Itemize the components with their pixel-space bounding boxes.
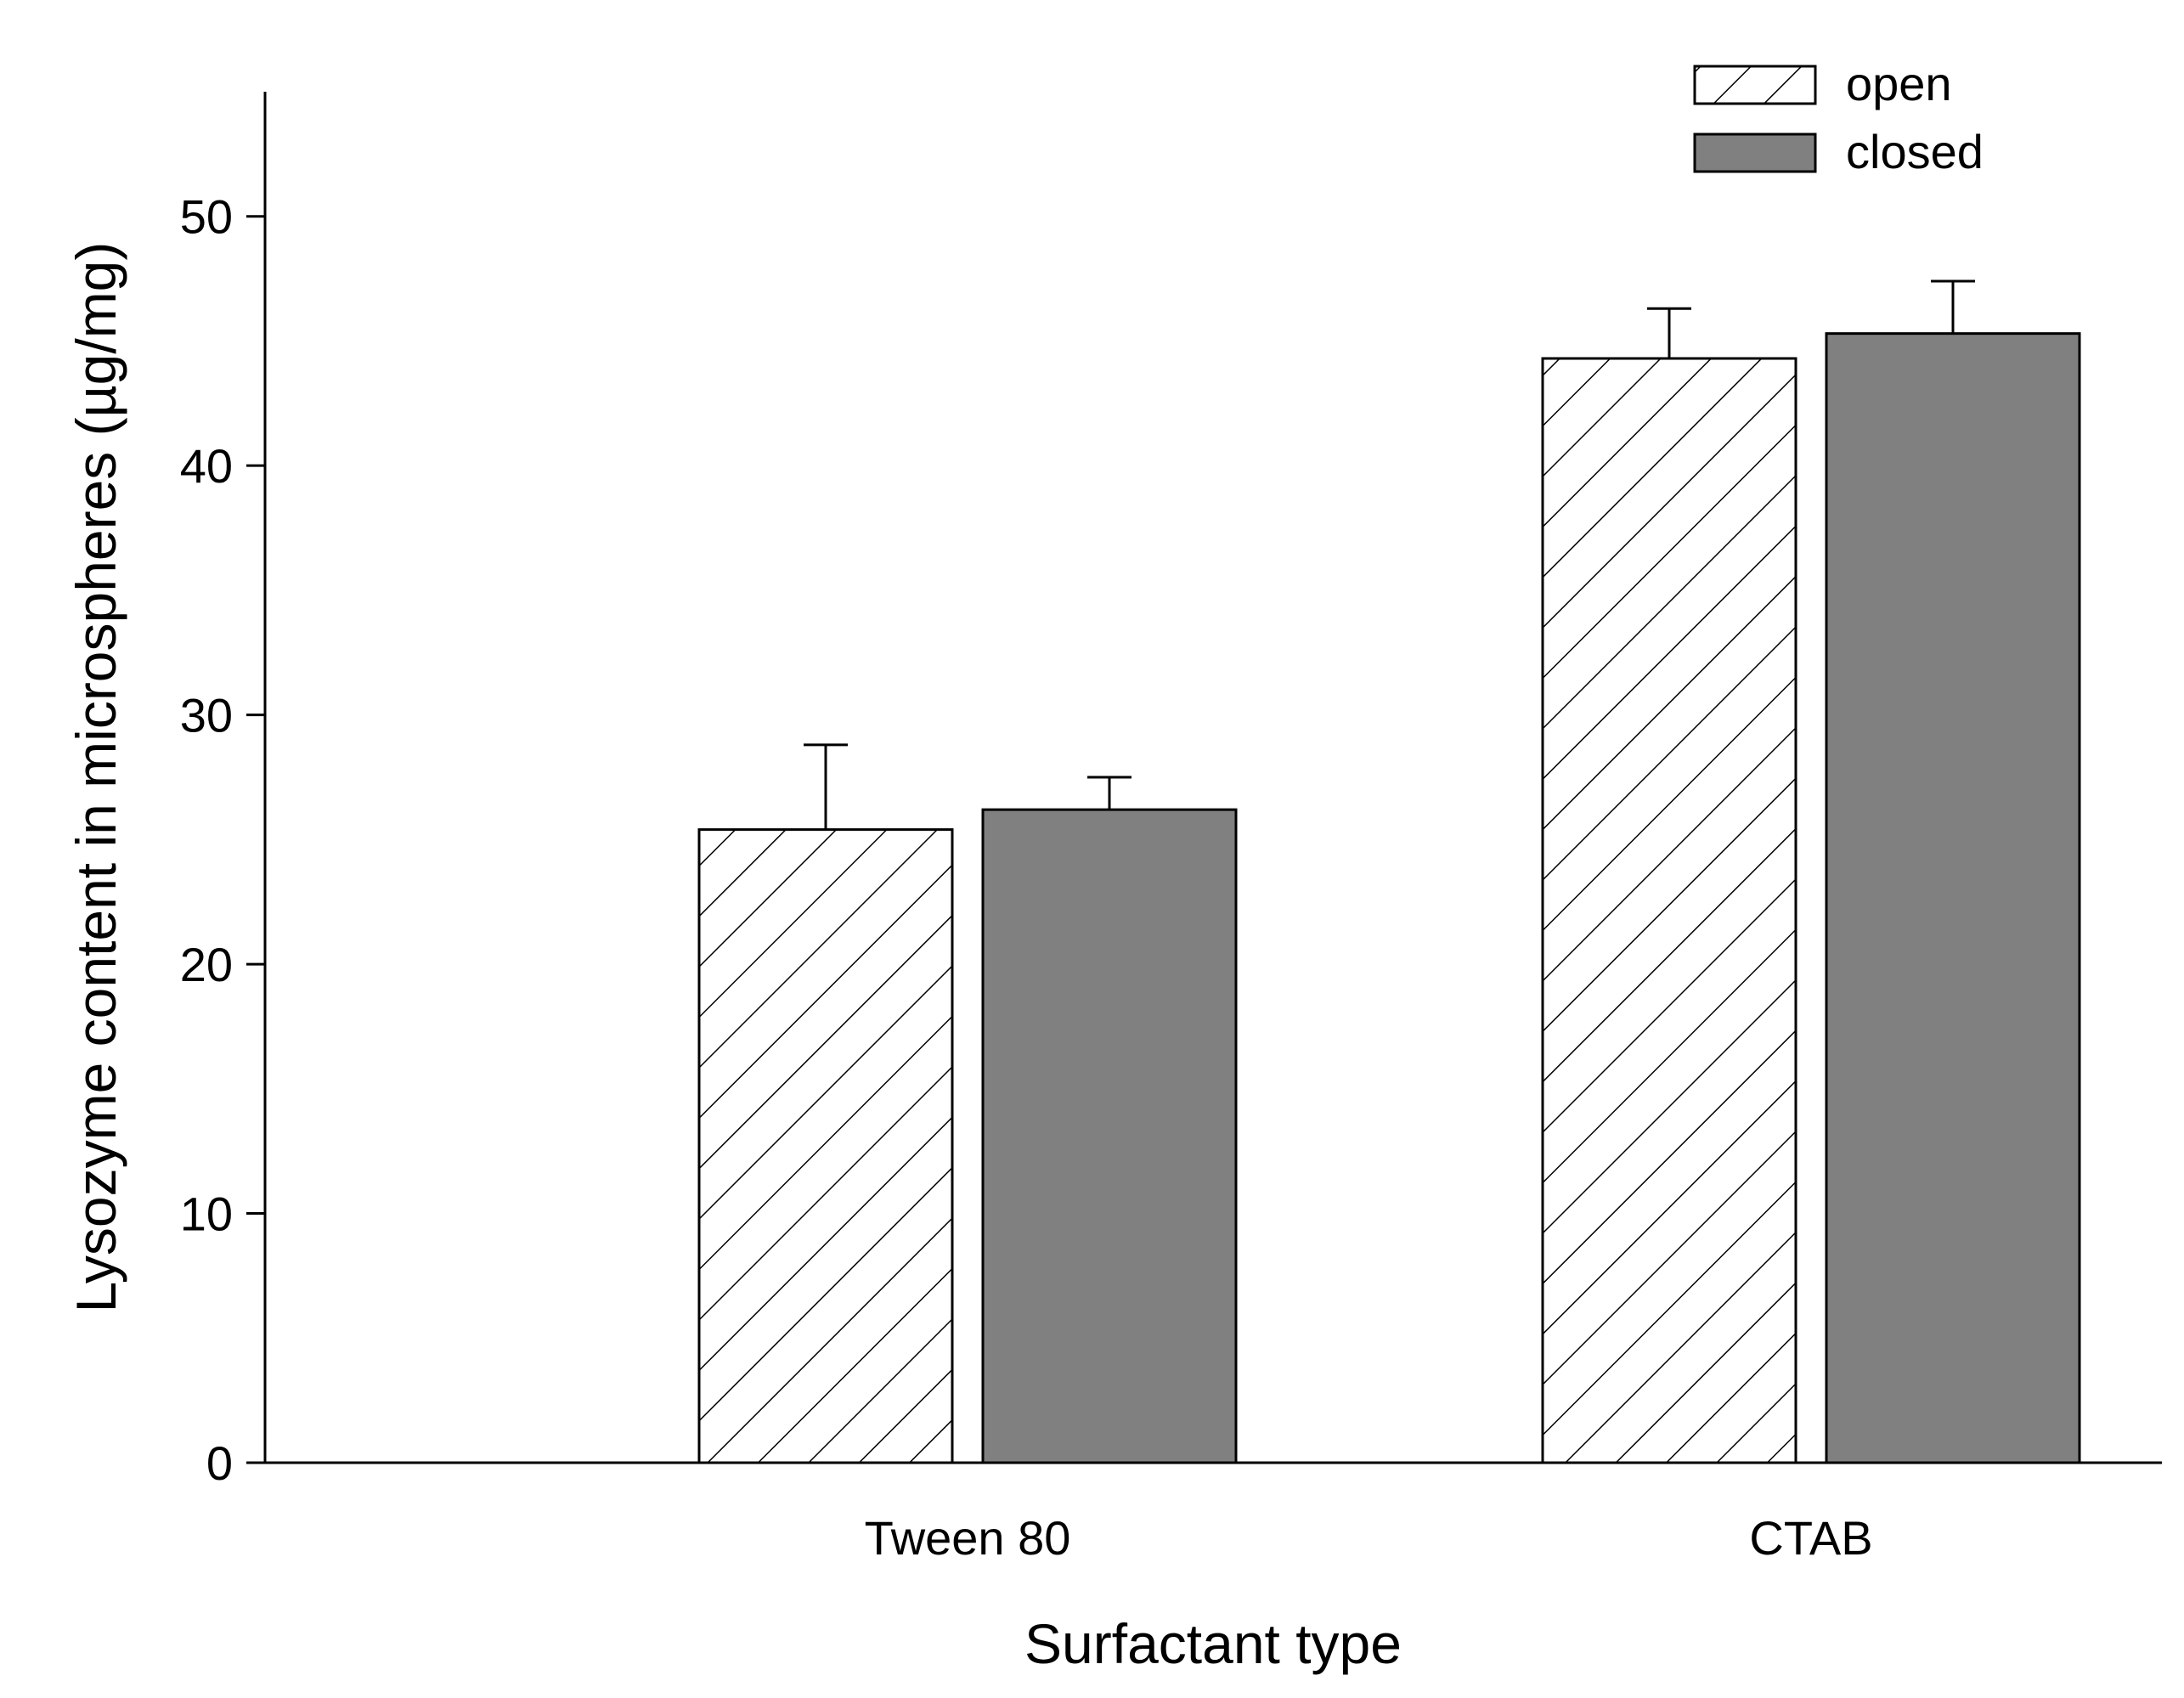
y-tick-label: 50 [180,190,233,244]
x-tick-label: CTAB [1749,1511,1872,1565]
bar-open-tween-80 [697,828,954,1464]
bar-open-ctab [1541,357,1797,1464]
legend: open closed [1693,57,1984,178]
y-tick-label: 40 [180,439,233,493]
legend-swatch-closed [1693,133,1817,173]
bars-group: Tween 80 CTAB [697,279,2081,1565]
bar-closed-ctab [1825,332,2081,1464]
legend-label-closed: closed [1846,125,1984,178]
y-tick-label: 30 [180,689,233,742]
legend-label-open: open [1846,57,1952,110]
x-tick-label: Tween 80 [865,1511,1071,1565]
y-axis-title: Lysozyme content in microspheres (µg/mg) [65,242,127,1313]
y-tick-label: 10 [180,1187,233,1241]
y-tick-label: 20 [180,938,233,991]
y-tick-label: 0 [206,1436,233,1490]
x-axis-title: Surfactant type [1024,1612,1402,1675]
bar-closed-tween-80 [981,808,1238,1464]
legend-swatch-open [1693,65,1817,105]
axes: 0 10 20 30 40 50 [180,92,2162,1490]
